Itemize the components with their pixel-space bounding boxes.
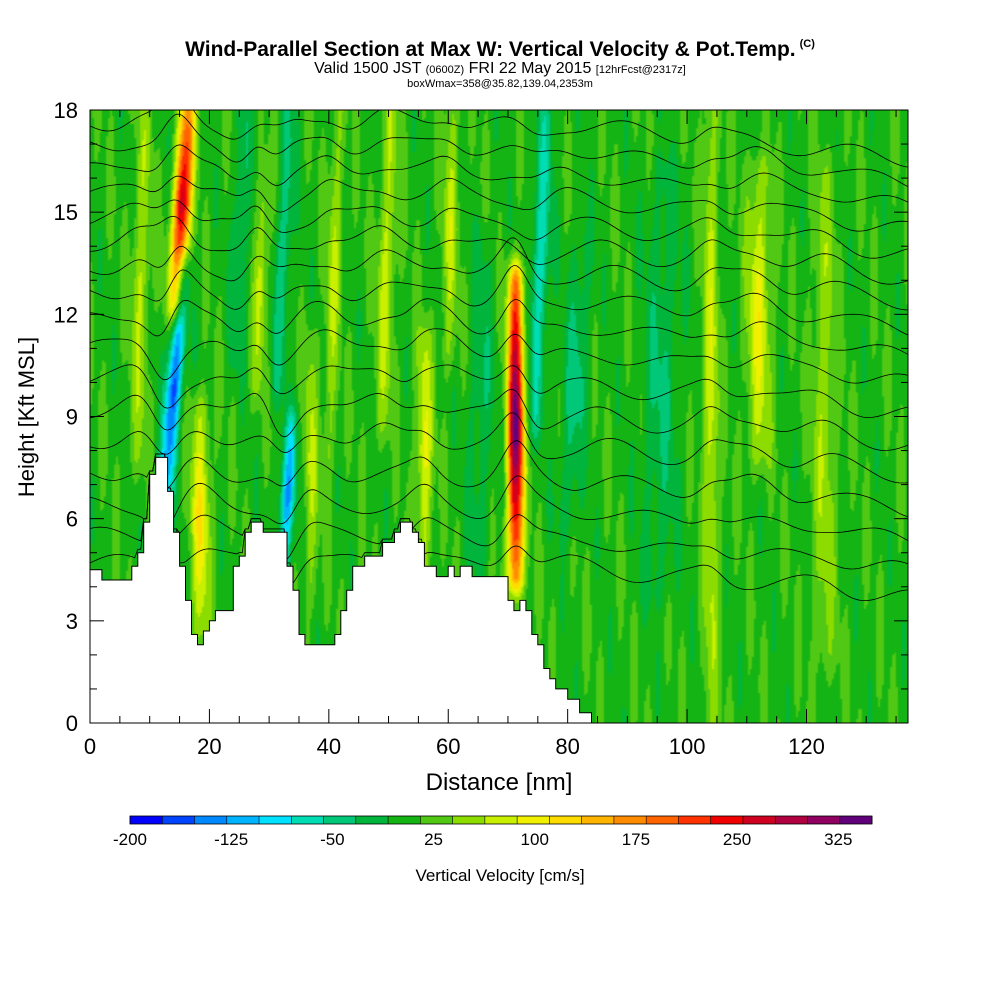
colorbar-swatch [130,816,163,824]
valid-prefix: Valid 1500 JST [314,60,422,77]
x-axis-label: Distance [nm] [426,769,573,796]
theta-contour [90,113,908,187]
colorbar-label: Vertical Velocity [cm/s] [415,866,584,885]
colorbar-swatch [742,816,776,824]
valid-utc: (0600Z) [425,64,465,76]
x-tick-label: 100 [669,734,706,759]
colorbar-swatch [452,816,486,824]
theta-contour [90,175,908,232]
colorbar-swatch [226,816,260,824]
colorbar-tick-label: 175 [622,830,650,849]
colorbar-tick-label: 100 [521,830,549,849]
colorbar-swatch [807,816,841,824]
box-info: boxWmax=358@35.82,139.04,2353m [407,78,593,90]
x-tick-label: 60 [436,734,460,759]
colorbar: -200 -125 -50 25 100 175 250 325 [113,815,873,849]
terrain-mask [90,456,908,723]
theta-contour [90,215,908,285]
theta-contour [90,412,908,484]
colorbar-swatch [646,816,679,824]
colorbar-tick-label: 25 [424,830,443,849]
axes: 0 20 40 60 80 100 120 0 3 6 9 12 15 18 [54,98,908,759]
colorbar-swatch [355,816,389,824]
chart-title-text: Wind-Parallel Section at Max W: Vertical… [185,38,796,61]
x-tick-label: 40 [317,734,341,759]
theta-contour [90,364,908,418]
y-tick-label: 0 [66,711,78,736]
copyright-mark: (C) [799,38,815,50]
valid-date: FRI 22 May 2015 [468,60,592,77]
x-tick-label: 20 [197,734,221,759]
y-tick-label: 15 [54,200,78,225]
x-tick-label: 80 [555,734,579,759]
y-tick-label: 3 [66,609,78,634]
colorbar-swatch [581,816,615,824]
colorbar-swatch [420,816,453,824]
colorbar-swatch [613,816,647,824]
theta-contour [90,453,908,542]
theta-contour [90,144,908,203]
y-tick-label: 12 [54,302,78,327]
colorbar-swatch [549,816,582,824]
colorbar-swatch [323,816,357,824]
theta-contour [90,388,908,451]
colorbar-swatch [678,816,711,824]
forecast-info: [12hrFcst@2317z] [595,64,686,76]
x-tick-label: 0 [84,734,96,759]
y-tick-label: 18 [54,98,78,123]
chart-valid-line: Valid 1500 JST (0600Z) FRI 22 May 2015 [… [0,60,1000,78]
theta-contour [90,328,908,384]
theta-contour [90,453,908,570]
theta-contour [90,298,908,355]
potential-temperature-contours [90,110,908,601]
colorbar-tick-label: -125 [214,830,248,849]
chart-title: Wind-Parallel Section at Max W: Vertical… [0,38,1000,62]
colorbar-swatch [259,816,292,824]
colorbar-frame [129,815,873,825]
colorbar-swatch [484,816,518,824]
colorbar-swatch [710,816,744,824]
theta-contour [90,237,908,311]
theta-contour [90,199,908,259]
colorbar-swatch [775,816,808,824]
colorbar-tick-label: -200 [113,830,147,849]
colorbar-swatch [162,816,195,824]
colorbar-swatch [291,816,324,824]
colorbar-swatch [517,816,550,824]
colorbar-swatch [839,816,873,824]
colorbar-swatch [388,816,421,824]
colorbar-swatch [194,816,228,824]
y-tick-label: 9 [66,405,78,430]
theta-contour [90,265,908,336]
y-tick-label: 6 [66,507,78,532]
x-tick-label: 120 [788,734,825,759]
colorbar-tick-label: 250 [723,830,751,849]
theta-contour [90,453,908,601]
plot-area [90,110,908,723]
theta-contour [90,440,908,518]
colorbar-tick-label: 325 [824,830,852,849]
y-axis-label: Height [Kft MSL] [14,337,39,497]
theta-contour [90,110,908,168]
colorbar-tick-label: -50 [320,830,345,849]
